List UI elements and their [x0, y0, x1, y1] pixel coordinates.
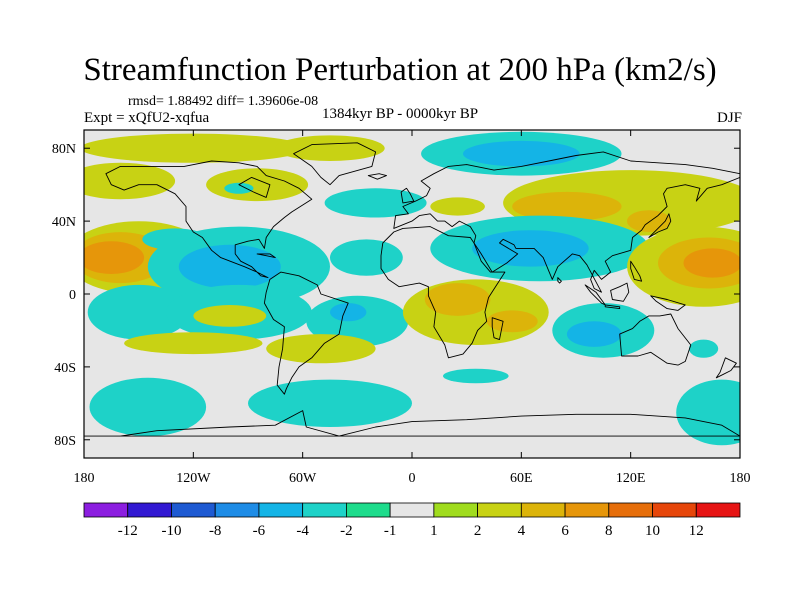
anomaly-field	[84, 131, 740, 446]
coastline-south-america	[263, 271, 349, 395]
anomaly-contour	[275, 135, 385, 161]
anomaly-contour	[324, 188, 427, 218]
experiment-label: Expt = xQfU2-xqfua	[84, 110, 210, 126]
colorbar-swatch	[564, 502, 610, 518]
colorbar-label: -2	[340, 523, 353, 539]
colorbar-swatch	[171, 502, 216, 518]
y-tick-label: 80S	[54, 434, 76, 449]
colorbar: -12 -10 -8 -6 -4 -2 -1 1 2 4 6 8 10 12	[83, 502, 741, 539]
anomaly-contour	[486, 310, 538, 333]
y-tick-label: 40S	[54, 361, 76, 376]
map-axes: 180 120W 60W 0 60E 120E 180 80N 40N 0 40S 80S	[52, 129, 751, 486]
colorbar-label: -4	[296, 523, 309, 539]
map-plot-area	[84, 130, 740, 458]
colorbar-swatch	[258, 502, 304, 518]
x-tick-label: 180	[730, 471, 751, 486]
coastlines	[84, 142, 740, 437]
colorbar-label: 10	[645, 523, 660, 539]
coastline-new-zealand	[715, 357, 737, 379]
colorbar-label: -1	[384, 523, 397, 539]
colorbar-swatch	[652, 502, 697, 518]
coastline-japan	[648, 213, 672, 238]
coastline-eurasia	[393, 151, 740, 293]
anomaly-contour	[330, 239, 403, 276]
x-tick-label: 0	[409, 471, 416, 486]
colorbar-label: -6	[253, 523, 266, 539]
season-label: DJF	[716, 110, 742, 126]
x-tick-label: 180	[74, 471, 95, 486]
chart-title: Streamfunction Perturbation at 200 hPa (…	[83, 52, 717, 88]
coastline-java	[604, 304, 621, 310]
colorbar-label: 4	[518, 523, 526, 539]
anomaly-contour	[689, 339, 719, 358]
colorbar-label: -10	[161, 523, 181, 539]
anomaly-contour	[178, 244, 281, 289]
x-tick-label: 120W	[176, 471, 211, 486]
anomaly-contour	[142, 228, 208, 251]
colorbar-swatch	[302, 502, 347, 518]
coastline-sumatra	[584, 284, 606, 306]
colorbar-swatch	[214, 502, 260, 518]
coastline-africa	[380, 226, 506, 359]
coastline-hudson-bay	[238, 176, 271, 198]
coastline-north-america	[105, 160, 313, 279]
coastline-greenland	[293, 142, 377, 186]
colorbar-label: 6	[561, 523, 569, 539]
colorbar-swatch	[477, 502, 522, 518]
anomaly-contour	[124, 332, 263, 355]
anomaly-contour	[683, 248, 740, 278]
x-tick-label: 120E	[616, 471, 646, 486]
colorbar-label: 1	[430, 523, 438, 539]
colorbar-swatch	[389, 502, 435, 518]
anomaly-contour	[84, 162, 176, 200]
anomaly-contour	[330, 303, 367, 322]
anomaly-contour	[89, 377, 207, 437]
coastline-iceland	[367, 173, 387, 180]
coastline-sri-lanka	[557, 277, 562, 284]
coastline-new-guinea	[650, 295, 686, 311]
colorbar-swatch	[83, 502, 129, 518]
anomaly-contour	[224, 182, 254, 194]
stats-label: rmsd= 1.88492 diff= 1.39606e-08	[128, 94, 319, 109]
colorbar-swatch	[608, 502, 653, 518]
y-tick-label: 0	[69, 288, 76, 303]
period-label: 1384kyr BP - 0000kyr BP	[322, 106, 479, 122]
anomaly-contour	[84, 133, 307, 163]
coastline-uk	[400, 187, 415, 204]
coastline-borneo	[610, 282, 630, 302]
x-tick-label: 60W	[289, 471, 317, 486]
anomaly-contour	[424, 283, 491, 316]
colorbar-swatch	[345, 502, 391, 518]
colorbar-label: 8	[605, 523, 613, 539]
x-tick-label: 60E	[510, 471, 533, 486]
colorbar-label: 12	[689, 523, 704, 539]
colorbar-label: -12	[118, 523, 138, 539]
anomaly-contour	[443, 368, 509, 384]
anomaly-contour	[512, 191, 622, 222]
colorbar-swatch	[520, 502, 566, 518]
coastline-philippines	[630, 260, 643, 282]
anomaly-contour	[266, 334, 376, 364]
coastline-cuba	[256, 253, 276, 259]
colorbar-swatch	[127, 502, 172, 518]
anomaly-contour	[627, 210, 671, 233]
anomaly-contour	[463, 140, 580, 167]
colorbar-label: 2	[474, 523, 482, 539]
anomaly-contour	[430, 197, 485, 216]
coastline-madagascar	[491, 317, 504, 341]
anomaly-contour	[87, 284, 190, 340]
anomaly-contour	[566, 321, 622, 347]
anomaly-contour	[248, 379, 412, 427]
anomaly-contour	[193, 305, 267, 327]
y-tick-label: 80N	[52, 142, 76, 157]
coastline-antarctica	[84, 410, 740, 437]
colorbar-swatch	[433, 502, 478, 518]
anomaly-contour	[676, 379, 740, 446]
y-tick-label: 40N	[52, 215, 76, 230]
colorbar-swatch	[695, 502, 741, 518]
anomaly-contour	[84, 241, 145, 274]
colorbar-label: -8	[209, 523, 222, 539]
coastline-australia	[619, 313, 692, 366]
